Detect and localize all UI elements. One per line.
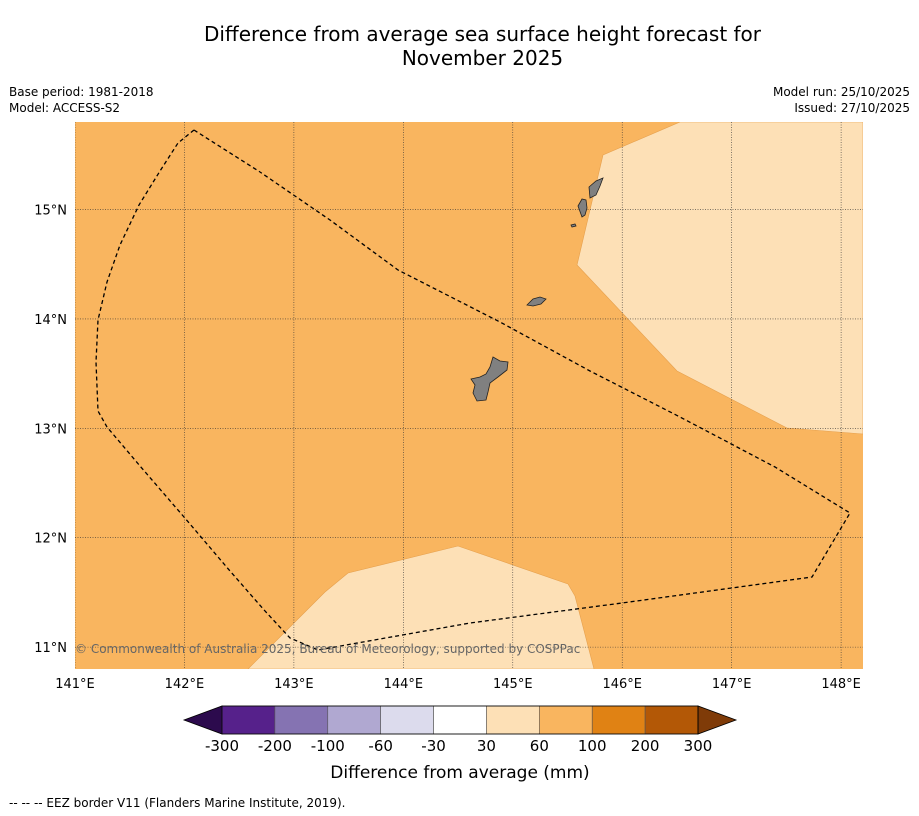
colorbar-tick-label: -300 [205, 737, 239, 755]
latitude-label: 12°N [34, 532, 67, 547]
latitude-label: 14°N [34, 313, 67, 328]
base-period: Base period: 1981-2018 [9, 85, 154, 99]
model-run: Model run: 25/10/2025 [772, 85, 910, 99]
info-left: Base period: 1981-2018 Model: ACCESS-S2 [9, 84, 154, 116]
colorbar-swatch [486, 705, 540, 735]
map-panel: © Commonwealth of Australia 2025, Bureau… [75, 122, 863, 669]
colorbar-tick-label: 60 [530, 737, 549, 755]
colorbar-tick-label: 300 [684, 737, 713, 755]
longitude-label: 145°E [493, 677, 533, 692]
longitude-label: 148°E [821, 677, 861, 692]
colorbar-extension-low [182, 705, 223, 735]
map-figure: © Commonwealth of Australia 2025, Bureau… [34, 122, 863, 783]
colorbar: -300 -200 -100 -60 -30 30 60 100 200 300 [182, 705, 738, 755]
colorbar-swatch [591, 705, 646, 735]
island-saipan [588, 177, 604, 199]
colorbar-tick-label: -200 [258, 737, 292, 755]
island-rota [526, 296, 547, 307]
colorbar-tick-label: -60 [368, 737, 393, 755]
graticule [75, 122, 863, 669]
copyright-notice: © Commonwealth of Australia 2025, Bureau… [75, 642, 580, 656]
latitude-label: 11°N [34, 641, 67, 656]
title-line-2: November 2025 [401, 46, 564, 70]
colorbar-tick-label: 200 [631, 737, 660, 755]
colorbar-swatch [644, 705, 699, 735]
colorbar-label: Difference from average (mm) [330, 763, 589, 783]
latitude-label: 13°N [34, 422, 67, 437]
eez-border [95, 129, 851, 651]
colorbar-swatch [221, 705, 276, 735]
colorbar-tick-label: 100 [578, 737, 607, 755]
longitude-labels: 141°E 142°E 143°E 144°E 145°E 146°E 147°E 148°E [55, 677, 861, 692]
map-title: Difference from average sea surface heig… [0, 22, 919, 70]
latitude-labels: 15°N 14°N 13°N 12°N 11°N [34, 204, 67, 657]
issued-date: Issued: 27/10/2025 [794, 101, 910, 115]
longitude-label: 146°E [602, 677, 642, 692]
longitude-label: 144°E [384, 677, 424, 692]
info-right: Model run: 25/10/2025 Issued: 27/10/2025 [773, 84, 910, 116]
longitude-label: 143°E [274, 677, 314, 692]
longitude-label: 142°E [165, 677, 205, 692]
colorbar-outline [221, 705, 699, 735]
colorbar-swatch [380, 705, 434, 735]
colorbar-swatch [539, 705, 593, 735]
colorbar-swatch [274, 705, 329, 735]
island-aguijan [570, 223, 577, 228]
footer-note: -- -- -- EEZ border V11 (Flanders Marine… [9, 796, 346, 810]
anomaly-region-30-60-northeast [576, 122, 863, 435]
colorbar-extension-high [697, 705, 738, 735]
colorbar-swatch [433, 705, 487, 735]
colorbar-tick-label: -100 [311, 737, 345, 755]
title-line-1: Difference from average sea surface heig… [203, 22, 762, 46]
eez-border-top [193, 129, 261, 173]
colorbar-tick-label: 30 [477, 737, 496, 755]
longitude-label: 147°E [712, 677, 752, 692]
colorbar-tick-label: -30 [421, 737, 446, 755]
latitude-label: 15°N [34, 204, 67, 219]
colorbar-swatch [327, 705, 381, 735]
island-guam [470, 356, 509, 402]
island-tinian [577, 198, 588, 218]
model-name: Model: ACCESS-S2 [9, 101, 121, 115]
longitude-label: 141°E [55, 677, 95, 692]
